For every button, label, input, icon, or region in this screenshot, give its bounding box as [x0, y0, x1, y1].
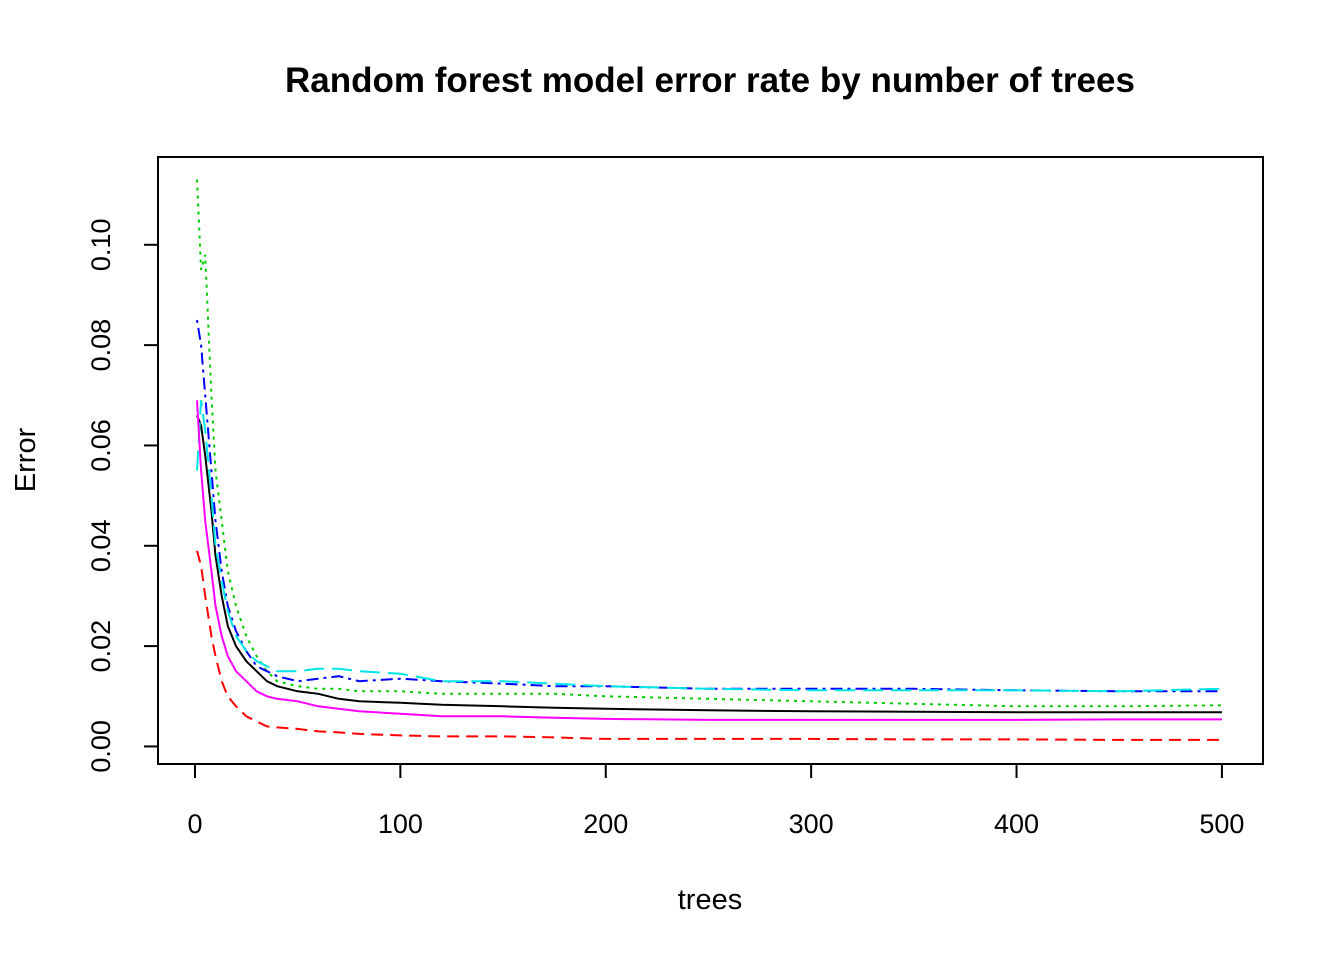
y-tick-label: 0.04	[86, 520, 116, 573]
series-line-6	[196, 400, 1222, 721]
x-axis-label: trees	[678, 884, 742, 916]
plot-frame	[157, 156, 1264, 765]
y-axis: 0.00 0.02 0.04 0.06 0.08 0.10	[86, 219, 159, 773]
y-tick-label: 0.00	[86, 720, 116, 773]
series-line-1	[196, 415, 1222, 714]
series-line-5	[196, 400, 1222, 693]
y-axis-label: Error	[10, 427, 42, 492]
x-tick-label: 300	[789, 809, 834, 839]
y-tick-label: 0.08	[86, 319, 116, 372]
series-layer	[196, 179, 1222, 741]
x-tick-label: 100	[378, 809, 423, 839]
y-tick-label: 0.10	[86, 219, 116, 272]
x-tick-label: 200	[583, 809, 628, 839]
y-tick-label: 0.06	[86, 419, 116, 472]
x-tick-label: 0	[187, 809, 202, 839]
chart-title: Random forest model error rate by number…	[285, 61, 1135, 100]
x-tick-label: 500	[1199, 809, 1244, 839]
series-line-4	[196, 319, 1222, 693]
x-tick-label: 400	[994, 809, 1039, 839]
y-tick-label: 0.02	[86, 620, 116, 673]
series-line-2	[196, 550, 1222, 741]
series-line-3	[196, 179, 1222, 708]
x-axis: 0 100 200 300 400 500	[187, 763, 1244, 839]
